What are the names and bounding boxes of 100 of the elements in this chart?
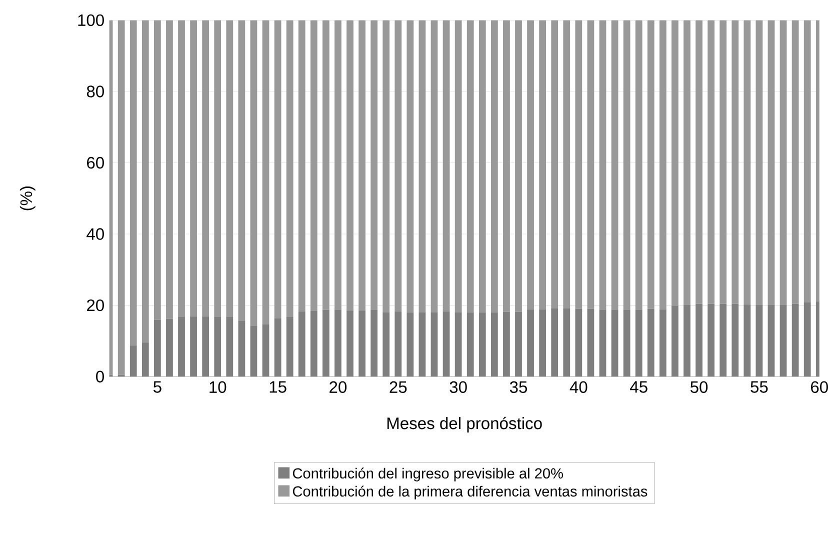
bar xyxy=(587,20,594,309)
bar xyxy=(635,20,642,310)
bar xyxy=(178,20,185,317)
bar xyxy=(322,310,330,376)
bar xyxy=(298,311,306,376)
bar xyxy=(551,308,558,376)
bar xyxy=(756,304,763,376)
bar xyxy=(418,312,426,376)
bar xyxy=(768,304,775,376)
bar xyxy=(310,20,318,310)
bar xyxy=(515,311,522,376)
bar xyxy=(539,20,546,309)
bar xyxy=(286,20,294,317)
bar xyxy=(310,310,318,376)
bar xyxy=(382,312,390,376)
bar xyxy=(466,312,474,376)
legend-label: Contribución del ingreso previsible al 20% xyxy=(292,467,563,482)
x-axis-title: Meses del pronóstico xyxy=(387,416,542,432)
x-tick-label: 40 xyxy=(570,381,588,393)
bar xyxy=(490,20,498,312)
bar xyxy=(647,308,654,376)
y-tick-label: 60 xyxy=(87,156,104,168)
bar xyxy=(238,20,246,321)
bar xyxy=(334,309,342,376)
bar xyxy=(142,20,149,342)
legend-label: Contribución de la primera diferencia ventas minoristas xyxy=(292,485,648,500)
bar xyxy=(478,312,486,376)
bar xyxy=(804,302,811,376)
bar xyxy=(720,304,727,376)
bar xyxy=(756,20,763,305)
bar xyxy=(527,309,534,376)
bar xyxy=(478,20,486,312)
bar xyxy=(166,318,173,376)
x-tick-label: 15 xyxy=(270,381,286,393)
bar xyxy=(142,342,149,376)
bar xyxy=(804,20,811,302)
x-tick-label: 35 xyxy=(510,381,528,393)
bar xyxy=(346,310,354,376)
bar xyxy=(370,20,378,310)
x-tick-label: 50 xyxy=(690,381,708,393)
bar xyxy=(792,20,799,304)
y-tick-label: 40 xyxy=(86,228,104,240)
bar xyxy=(130,344,137,376)
bar xyxy=(454,312,462,376)
bar xyxy=(696,20,702,304)
bar xyxy=(430,312,438,376)
bar xyxy=(154,20,161,320)
bar xyxy=(454,20,462,312)
bar xyxy=(178,316,185,376)
bar xyxy=(214,316,222,376)
bar xyxy=(647,20,654,309)
bar xyxy=(490,312,498,376)
bar xyxy=(118,20,125,375)
bar xyxy=(274,20,282,318)
bar xyxy=(515,20,522,312)
bar xyxy=(466,20,474,312)
bar xyxy=(250,325,258,376)
bar xyxy=(623,20,630,310)
bar xyxy=(708,304,715,376)
bar xyxy=(744,304,751,376)
bar xyxy=(262,324,270,376)
bar xyxy=(623,309,630,376)
x-tick-label: 60 xyxy=(811,381,828,393)
bar xyxy=(732,20,739,304)
bar xyxy=(226,316,234,376)
bar xyxy=(575,308,582,376)
y-tick-label: 80 xyxy=(86,85,104,98)
bar xyxy=(418,20,426,312)
bar xyxy=(659,309,666,376)
bar xyxy=(708,20,715,304)
bar xyxy=(780,304,787,376)
bar xyxy=(684,20,690,305)
bar xyxy=(696,304,702,376)
bar xyxy=(732,304,739,376)
bar xyxy=(166,20,173,319)
bar xyxy=(154,320,161,376)
bar xyxy=(672,20,678,306)
bar xyxy=(334,20,342,310)
bar xyxy=(382,20,390,312)
bar xyxy=(442,20,450,312)
bar xyxy=(406,312,414,376)
bar xyxy=(503,20,510,312)
bar xyxy=(587,308,594,376)
y-tick-label: 20 xyxy=(87,299,104,311)
bar xyxy=(684,304,690,376)
x-tick-label: 55 xyxy=(750,381,768,393)
bar xyxy=(720,20,727,304)
y-tick-label: 0 xyxy=(96,370,104,382)
bar xyxy=(298,20,306,312)
x-tick-label: 30 xyxy=(450,381,467,393)
bar xyxy=(370,309,378,376)
bar xyxy=(430,20,438,312)
bar xyxy=(214,20,222,317)
x-tick-label: 5 xyxy=(153,381,162,393)
bar xyxy=(190,20,197,316)
bar xyxy=(611,20,618,310)
bar xyxy=(250,20,258,326)
bar xyxy=(563,308,570,376)
bar xyxy=(527,20,534,309)
bar xyxy=(635,309,642,376)
